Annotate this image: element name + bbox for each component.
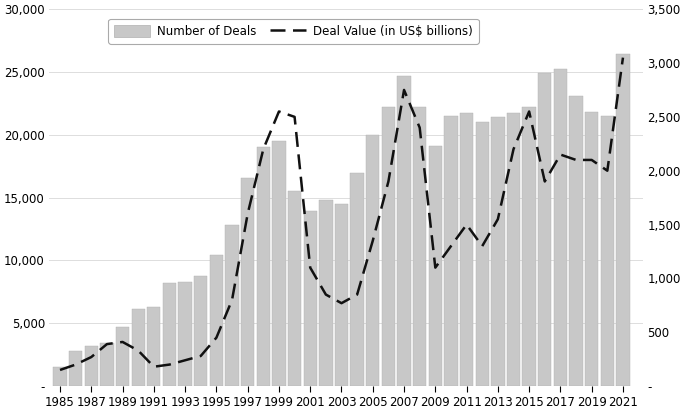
Bar — [273, 141, 286, 386]
Bar — [319, 200, 332, 386]
Legend: Number of Deals, Deal Value (in US$ billions): Number of Deals, Deal Value (in US$ bill… — [108, 19, 479, 44]
Deal Value (in US$ billions) — [212, 335, 221, 340]
Bar — [257, 147, 270, 386]
Bar — [116, 327, 129, 386]
Deal Value (in US$ billions) — [588, 157, 596, 162]
Bar — [460, 114, 473, 386]
Deal Value (in US$ billions) — [87, 354, 95, 359]
Bar — [538, 73, 551, 386]
Bar — [382, 107, 395, 386]
Bar — [335, 204, 348, 386]
Bar — [194, 275, 208, 386]
Deal Value (in US$ billions) — [384, 179, 393, 184]
Deal Value (in US$ billions) — [525, 109, 533, 114]
Deal Value (in US$ billions) — [603, 168, 612, 173]
Bar — [351, 173, 364, 386]
Deal Value (in US$ billions) — [56, 368, 64, 373]
Bar — [179, 282, 192, 386]
Bar — [445, 116, 458, 386]
Bar — [225, 225, 238, 386]
Deal Value (in US$ billions) — [353, 292, 361, 297]
Deal Value (in US$ billions) — [228, 297, 236, 302]
Bar — [491, 117, 505, 386]
Bar — [569, 96, 583, 386]
Deal Value (in US$ billions) — [165, 362, 173, 367]
Deal Value (in US$ billions) — [416, 125, 424, 130]
Deal Value (in US$ billions) — [572, 157, 580, 162]
Deal Value (in US$ billions) — [432, 265, 440, 270]
Deal Value (in US$ billions) — [290, 114, 299, 119]
Deal Value (in US$ billions) — [181, 358, 189, 363]
Deal Value (in US$ billions) — [71, 362, 79, 367]
Bar — [553, 69, 567, 386]
Deal Value (in US$ billions) — [259, 147, 267, 152]
Bar — [241, 178, 254, 386]
Deal Value (in US$ billions) — [244, 211, 252, 216]
Deal Value (in US$ billions) — [119, 339, 127, 344]
Deal Value (in US$ billions) — [275, 109, 283, 114]
Bar — [85, 346, 98, 386]
Deal Value (in US$ billions) — [103, 342, 111, 347]
Bar — [616, 55, 630, 386]
Deal Value (in US$ billions) — [369, 238, 377, 243]
Deal Value (in US$ billions) — [540, 179, 549, 184]
Deal Value (in US$ billions) — [494, 217, 502, 222]
Bar — [288, 191, 301, 386]
Bar — [585, 112, 598, 386]
Bar — [100, 343, 114, 386]
Deal Value (in US$ billions) — [447, 244, 455, 249]
Line: Deal Value (in US$ billions): Deal Value (in US$ billions) — [60, 58, 623, 370]
Bar — [366, 135, 379, 386]
Deal Value (in US$ billions) — [478, 244, 486, 249]
Bar — [507, 114, 520, 386]
Bar — [475, 122, 489, 386]
Bar — [397, 76, 411, 386]
Deal Value (in US$ billions) — [556, 152, 564, 157]
Bar — [523, 107, 536, 386]
Deal Value (in US$ billions) — [322, 292, 330, 297]
Deal Value (in US$ billions) — [197, 354, 205, 358]
Deal Value (in US$ billions) — [400, 88, 408, 93]
Deal Value (in US$ billions) — [619, 55, 627, 60]
Deal Value (in US$ billions) — [150, 364, 158, 369]
Bar — [210, 255, 223, 386]
Deal Value (in US$ billions) — [306, 265, 314, 270]
Bar — [601, 116, 614, 386]
Bar — [69, 351, 82, 386]
Bar — [147, 307, 160, 386]
Bar — [163, 283, 176, 386]
Bar — [413, 107, 426, 386]
Deal Value (in US$ billions) — [134, 348, 142, 353]
Deal Value (in US$ billions) — [510, 147, 518, 152]
Bar — [429, 146, 442, 386]
Deal Value (in US$ billions) — [338, 301, 346, 306]
Bar — [53, 367, 66, 386]
Deal Value (in US$ billions) — [462, 222, 471, 227]
Bar — [303, 211, 317, 386]
Bar — [132, 309, 145, 386]
